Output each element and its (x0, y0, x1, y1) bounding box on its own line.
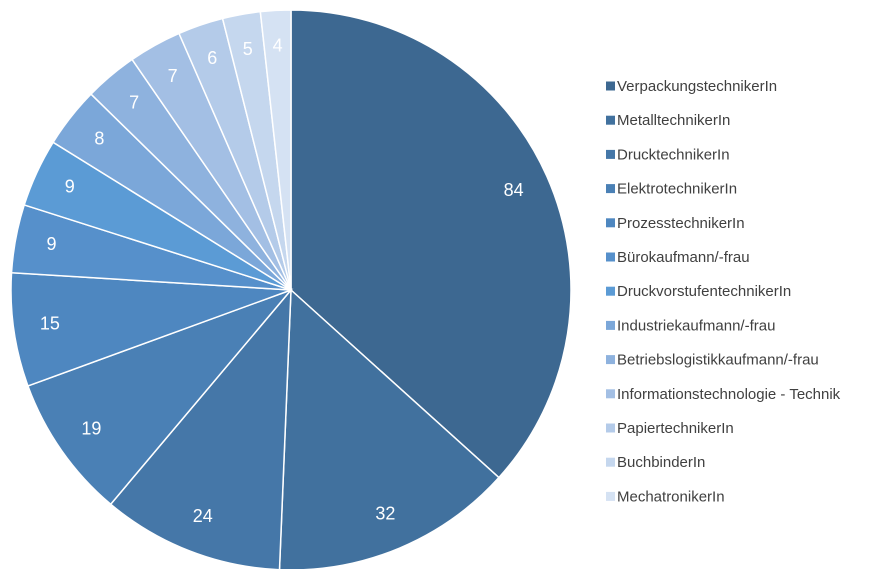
legend-swatch (606, 320, 615, 330)
slice-label: 7 (129, 92, 139, 112)
legend-swatch (606, 149, 615, 159)
legend-label: Bürokaufmann/-frau (617, 249, 750, 266)
legend-swatch (606, 81, 615, 91)
legend-swatch (606, 184, 615, 194)
legend-label: Informationstechnologie - Technik (617, 386, 841, 403)
slice-label: 4 (273, 36, 283, 56)
legend-swatch (606, 286, 615, 296)
legend-swatch (606, 355, 615, 365)
legend-label: DruckvorstufentechnikerIn (617, 283, 791, 300)
legend-swatch (606, 115, 615, 125)
slice-label: 24 (193, 506, 213, 526)
slice-label: 5 (243, 39, 253, 59)
legend-swatch (606, 218, 615, 228)
legend-label: DrucktechnikerIn (617, 146, 730, 163)
legend-label: PapiertechnikerIn (617, 420, 734, 437)
legend-label: BuchbinderIn (617, 454, 705, 471)
legend-swatch (606, 252, 615, 262)
slice-label: 7 (168, 66, 178, 86)
legend-label: VerpackungstechnikerIn (617, 78, 777, 95)
legend-label: Industriekaufmann/-frau (617, 317, 775, 334)
slice-label: 9 (47, 234, 57, 254)
slice-label: 19 (81, 418, 101, 438)
pie-slice (10, 271, 292, 387)
legend-swatch (606, 423, 615, 433)
slice-label: 9 (65, 177, 75, 197)
legend-label: Betriebslogistikkaufmann/-frau (617, 352, 819, 369)
slice-label: 8 (94, 128, 104, 148)
slice-label: 6 (207, 48, 217, 68)
pie-slice (259, 9, 292, 291)
slice-label: 84 (504, 180, 524, 200)
slice-label: 32 (375, 503, 395, 523)
legend-swatch (606, 491, 615, 501)
legend-label: MechatronikerIn (617, 488, 725, 505)
pie-slice (290, 9, 572, 479)
pie-slice (278, 288, 500, 569)
legend-label: ProzesstechnikerIn (617, 215, 745, 232)
legend-label: ElektrotechnikerIn (617, 181, 737, 198)
legend-swatch (606, 389, 615, 399)
legend-label: MetalltechnikerIn (617, 112, 730, 129)
legend-swatch (606, 457, 615, 467)
pie-slice (26, 288, 294, 506)
slice-label: 15 (40, 314, 60, 334)
